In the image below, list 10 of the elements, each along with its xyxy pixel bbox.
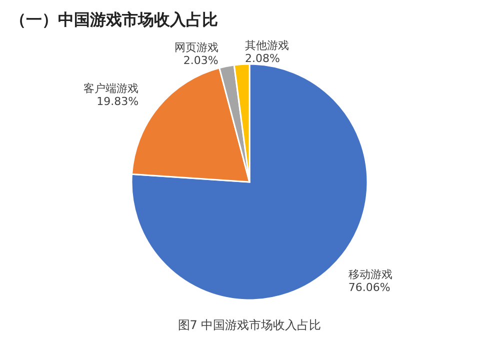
slice-label: 其他游戏 [245, 38, 290, 52]
slice-label: 移动游戏 [348, 268, 392, 281]
data-label: 2.03% [183, 54, 218, 67]
slice-label: 网页游戏 [174, 40, 218, 54]
slice-label: 客户端游戏 [84, 82, 139, 95]
data-label: 2.08% [245, 52, 280, 65]
caption: 图7 中国游戏市场收入占比 [178, 318, 322, 332]
chart-title: （一）中国游戏市场收入占比 [10, 10, 218, 29]
data-label: 19.83% [96, 94, 139, 108]
data-label: 76.06% [348, 280, 390, 294]
